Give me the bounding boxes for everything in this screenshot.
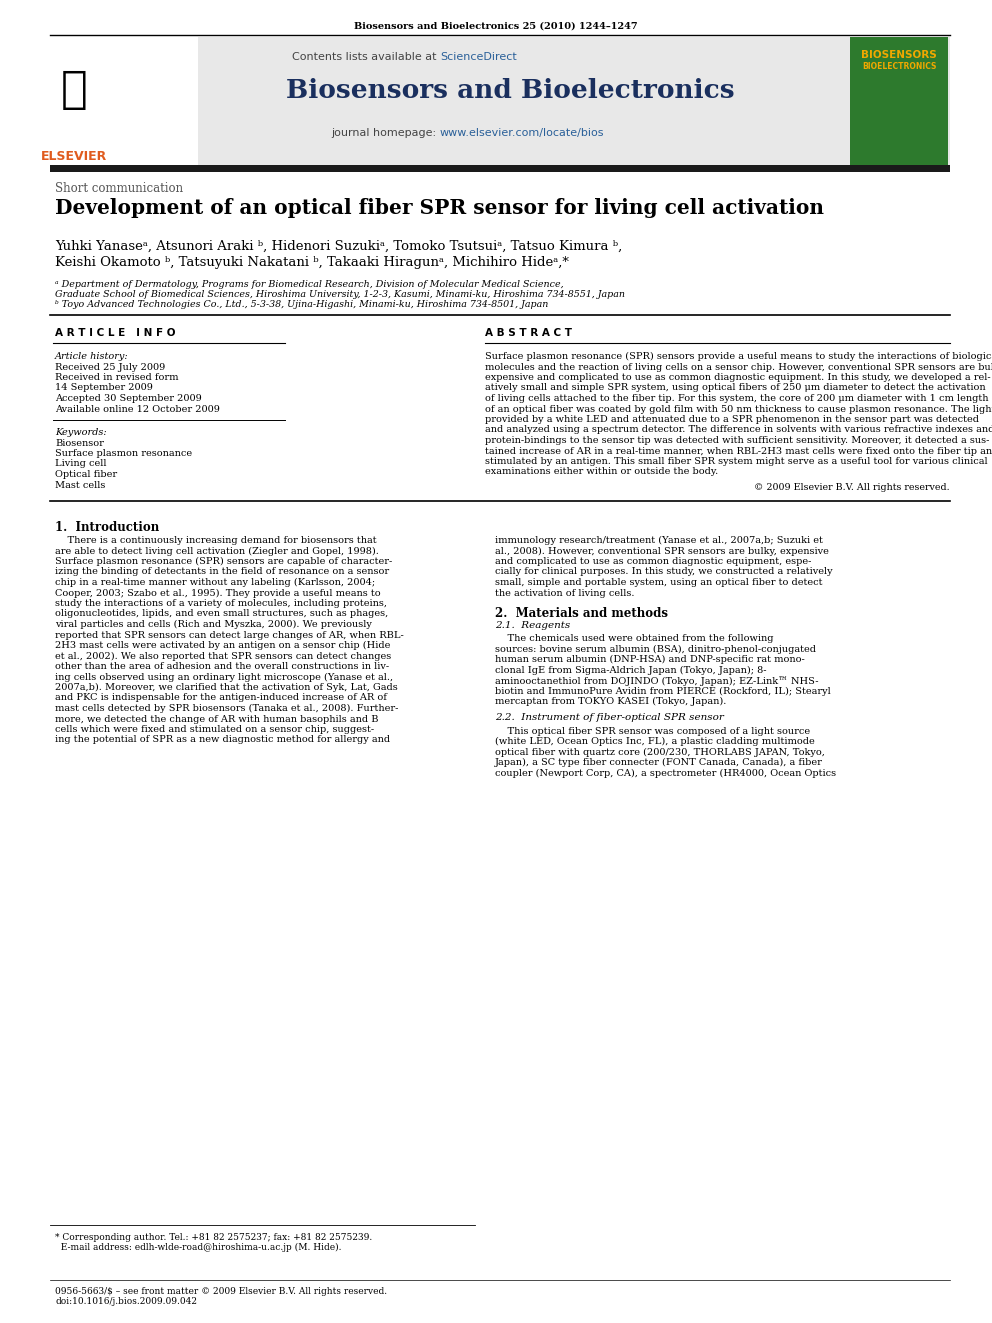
Text: ELSEVIER: ELSEVIER xyxy=(41,149,107,163)
Text: 0956-5663/$ – see front matter © 2009 Elsevier B.V. All rights reserved.: 0956-5663/$ – see front matter © 2009 El… xyxy=(55,1287,387,1297)
Text: al., 2008). However, conventional SPR sensors are bulky, expensive: al., 2008). However, conventional SPR se… xyxy=(495,546,829,556)
Text: other than the area of adhesion and the overall constructions in liv-: other than the area of adhesion and the … xyxy=(55,662,389,671)
Text: Biosensors and Bioelectronics 25 (2010) 1244–1247: Biosensors and Bioelectronics 25 (2010) … xyxy=(354,22,638,30)
Text: Short communication: Short communication xyxy=(55,183,184,194)
Text: E-mail address: edlh-wlde-road@hiroshima-u.ac.jp (M. Hide).: E-mail address: edlh-wlde-road@hiroshima… xyxy=(55,1244,341,1252)
Text: are able to detect living cell activation (Ziegler and Gopel, 1998).: are able to detect living cell activatio… xyxy=(55,546,379,556)
Text: mercaptan from TOKYO KASEI (Tokyo, Japan).: mercaptan from TOKYO KASEI (Tokyo, Japan… xyxy=(495,697,726,706)
Text: ing the potential of SPR as a new diagnostic method for allergy and: ing the potential of SPR as a new diagno… xyxy=(55,736,390,745)
Bar xyxy=(50,37,950,165)
Text: human serum albumin (DNP-HSA) and DNP-specific rat mono-: human serum albumin (DNP-HSA) and DNP-sp… xyxy=(495,655,805,664)
Text: immunology research/treatment (Yanase et al., 2007a,b; Suzuki et: immunology research/treatment (Yanase et… xyxy=(495,536,823,545)
Text: © 2009 Elsevier B.V. All rights reserved.: © 2009 Elsevier B.V. All rights reserved… xyxy=(754,483,950,492)
Text: BIOSENSORS: BIOSENSORS xyxy=(861,50,936,60)
Text: the activation of living cells.: the activation of living cells. xyxy=(495,589,635,598)
Text: 2.1.  Reagents: 2.1. Reagents xyxy=(495,620,570,630)
Text: and analyzed using a spectrum detector. The difference in solvents with various : and analyzed using a spectrum detector. … xyxy=(485,426,992,434)
Text: chip in a real-time manner without any labeling (Karlsson, 2004;: chip in a real-time manner without any l… xyxy=(55,578,375,587)
Bar xyxy=(50,165,950,172)
Text: reported that SPR sensors can detect large changes of AR, when RBL-: reported that SPR sensors can detect lar… xyxy=(55,631,404,639)
Text: Contents lists available at: Contents lists available at xyxy=(292,52,440,62)
Text: Received in revised form: Received in revised form xyxy=(55,373,179,382)
Text: Yuhki Yanaseᵃ, Atsunori Araki ᵇ, Hidenori Suzukiᵃ, Tomoko Tsutsuiᵃ, Tatsuo Kimur: Yuhki Yanaseᵃ, Atsunori Araki ᵇ, Hidenor… xyxy=(55,239,622,253)
Text: 1.  Introduction: 1. Introduction xyxy=(55,521,160,534)
Text: (white LED, Ocean Optics Inc, FL), a plastic cladding multimode: (white LED, Ocean Optics Inc, FL), a pla… xyxy=(495,737,814,746)
Text: provided by a white LED and attenuated due to a SPR phenomenon in the sensor par: provided by a white LED and attenuated d… xyxy=(485,415,979,423)
Text: 2.  Materials and methods: 2. Materials and methods xyxy=(495,607,668,620)
Text: Graduate School of Biomedical Sciences, Hiroshima University, 1-2-3, Kasumi, Min: Graduate School of Biomedical Sciences, … xyxy=(55,290,625,299)
Text: expensive and complicated to use as common diagnostic equipment. In this study, : expensive and complicated to use as comm… xyxy=(485,373,991,382)
Text: Biosensor: Biosensor xyxy=(55,438,104,447)
Text: Surface plasmon resonance: Surface plasmon resonance xyxy=(55,448,192,458)
Text: 2007a,b). Moreover, we clarified that the activation of Syk, Lat, Gads: 2007a,b). Moreover, we clarified that th… xyxy=(55,683,398,692)
Text: 🌲: 🌲 xyxy=(61,69,87,111)
Text: biotin and ImmunoPure Avidin from PIERCE (Rockford, IL); Stearyl: biotin and ImmunoPure Avidin from PIERCE… xyxy=(495,687,830,696)
Text: Optical fiber: Optical fiber xyxy=(55,470,117,479)
Text: doi:10.1016/j.bios.2009.09.042: doi:10.1016/j.bios.2009.09.042 xyxy=(55,1297,197,1306)
Text: Available online 12 October 2009: Available online 12 October 2009 xyxy=(55,405,220,414)
Text: Article history:: Article history: xyxy=(55,352,129,361)
Text: journal homepage:: journal homepage: xyxy=(331,128,440,138)
Text: stimulated by an antigen. This small fiber SPR system might serve as a useful to: stimulated by an antigen. This small fib… xyxy=(485,456,988,466)
Text: Accepted 30 September 2009: Accepted 30 September 2009 xyxy=(55,394,201,404)
Text: This optical fiber SPR sensor was composed of a light source: This optical fiber SPR sensor was compos… xyxy=(495,726,810,736)
Text: oligonucleotides, lipids, and even small structures, such as phages,: oligonucleotides, lipids, and even small… xyxy=(55,610,388,618)
Text: ing cells observed using an ordinary light microscope (Yanase et al.,: ing cells observed using an ordinary lig… xyxy=(55,672,393,681)
Text: BIOELECTRONICS: BIOELECTRONICS xyxy=(862,62,936,71)
Text: Development of an optical fiber SPR sensor for living cell activation: Development of an optical fiber SPR sens… xyxy=(55,198,824,218)
Text: There is a continuously increasing demand for biosensors that: There is a continuously increasing deman… xyxy=(55,536,377,545)
Text: Cooper, 2003; Szabo et al., 1995). They provide a useful means to: Cooper, 2003; Szabo et al., 1995). They … xyxy=(55,589,381,598)
Text: optical fiber with quartz core (200/230, THORLABS JAPAN, Tokyo,: optical fiber with quartz core (200/230,… xyxy=(495,747,825,757)
Text: small, simple and portable system, using an optical fiber to detect: small, simple and portable system, using… xyxy=(495,578,822,587)
Text: 14 September 2009: 14 September 2009 xyxy=(55,384,153,393)
Text: ScienceDirect: ScienceDirect xyxy=(440,52,517,62)
Text: et al., 2002). We also reported that SPR sensors can detect changes: et al., 2002). We also reported that SPR… xyxy=(55,651,391,660)
Text: 2H3 mast cells were activated by an antigen on a sensor chip (Hide: 2H3 mast cells were activated by an anti… xyxy=(55,642,391,650)
Text: study the interactions of a variety of molecules, including proteins,: study the interactions of a variety of m… xyxy=(55,599,387,609)
Text: atively small and simple SPR system, using optical fibers of 250 μm diameter to : atively small and simple SPR system, usi… xyxy=(485,384,986,393)
Text: Japan), a SC type fiber connecter (FONT Canada, Canada), a fiber: Japan), a SC type fiber connecter (FONT … xyxy=(495,758,823,767)
Text: 2.2.  Instrument of fiber-optical SPR sensor: 2.2. Instrument of fiber-optical SPR sen… xyxy=(495,713,724,722)
Text: Surface plasmon resonance (SPR) sensors provide a useful means to study the inte: Surface plasmon resonance (SPR) sensors … xyxy=(485,352,992,361)
Text: Living cell: Living cell xyxy=(55,459,106,468)
Text: and complicated to use as common diagnostic equipment, espe-: and complicated to use as common diagnos… xyxy=(495,557,811,566)
Text: Biosensors and Bioelectronics: Biosensors and Bioelectronics xyxy=(286,78,734,103)
Text: viral particles and cells (Rich and Myszka, 2000). We previously: viral particles and cells (Rich and Mysz… xyxy=(55,620,372,630)
Text: cially for clinical purposes. In this study, we constructed a relatively: cially for clinical purposes. In this st… xyxy=(495,568,832,577)
Bar xyxy=(850,37,948,165)
Text: aminooctanethiol from DOJINDO (Tokyo, Japan); EZ-Link™ NHS-: aminooctanethiol from DOJINDO (Tokyo, Ja… xyxy=(495,676,818,685)
Text: Keishi Okamoto ᵇ, Tatsuyuki Nakatani ᵇ, Takaaki Hiragunᵃ, Michihiro Hideᵃ,*: Keishi Okamoto ᵇ, Tatsuyuki Nakatani ᵇ, … xyxy=(55,255,568,269)
Text: ᵃ Department of Dermatology, Programs for Biomedical Research, Division of Molec: ᵃ Department of Dermatology, Programs fo… xyxy=(55,280,563,288)
Text: molecules and the reaction of living cells on a sensor chip. However, convention: molecules and the reaction of living cel… xyxy=(485,363,992,372)
Text: sources: bovine serum albumin (BSA), dinitro-phenol-conjugated: sources: bovine serum albumin (BSA), din… xyxy=(495,644,816,654)
Text: examinations either within or outside the body.: examinations either within or outside th… xyxy=(485,467,718,476)
Text: coupler (Newport Corp, CA), a spectrometer (HR4000, Ocean Optics: coupler (Newport Corp, CA), a spectromet… xyxy=(495,769,836,778)
Text: more, we detected the change of AR with human basophils and B: more, we detected the change of AR with … xyxy=(55,714,379,724)
Text: mast cells detected by SPR biosensors (Tanaka et al., 2008). Further-: mast cells detected by SPR biosensors (T… xyxy=(55,704,399,713)
Text: * Corresponding author. Tel.: +81 82 2575237; fax: +81 82 2575239.: * Corresponding author. Tel.: +81 82 257… xyxy=(55,1233,372,1242)
Bar xyxy=(50,37,198,165)
Text: A R T I C L E   I N F O: A R T I C L E I N F O xyxy=(55,328,176,337)
Text: clonal IgE from Sigma-Aldrich Japan (Tokyo, Japan); 8-: clonal IgE from Sigma-Aldrich Japan (Tok… xyxy=(495,665,767,675)
Text: Surface plasmon resonance (SPR) sensors are capable of character-: Surface plasmon resonance (SPR) sensors … xyxy=(55,557,392,566)
Text: A B S T R A C T: A B S T R A C T xyxy=(485,328,572,337)
Text: tained increase of AR in a real-time manner, when RBL-2H3 mast cells were fixed : tained increase of AR in a real-time man… xyxy=(485,446,992,455)
Text: cells which were fixed and stimulated on a sensor chip, suggest-: cells which were fixed and stimulated on… xyxy=(55,725,374,734)
Text: and PKC is indispensable for the antigen-induced increase of AR of: and PKC is indispensable for the antigen… xyxy=(55,693,387,703)
Text: Mast cells: Mast cells xyxy=(55,480,105,490)
Text: ᵇ Toyo Advanced Technologies Co., Ltd., 5-3-38, Ujina-Higashi, Minami-ku, Hirosh: ᵇ Toyo Advanced Technologies Co., Ltd., … xyxy=(55,300,549,310)
Text: The chemicals used were obtained from the following: The chemicals used were obtained from th… xyxy=(495,634,774,643)
Text: protein-bindings to the sensor tip was detected with sufficient sensitivity. Mor: protein-bindings to the sensor tip was d… xyxy=(485,437,989,445)
Text: of living cells attached to the fiber tip. For this system, the core of 200 μm d: of living cells attached to the fiber ti… xyxy=(485,394,988,404)
Text: www.elsevier.com/locate/bios: www.elsevier.com/locate/bios xyxy=(440,128,604,138)
Text: Received 25 July 2009: Received 25 July 2009 xyxy=(55,363,166,372)
Text: izing the binding of detectants in the field of resonance on a sensor: izing the binding of detectants in the f… xyxy=(55,568,389,577)
Text: of an optical fiber was coated by gold film with 50 nm thickness to cause plasmo: of an optical fiber was coated by gold f… xyxy=(485,405,992,414)
Text: Keywords:: Keywords: xyxy=(55,429,106,437)
